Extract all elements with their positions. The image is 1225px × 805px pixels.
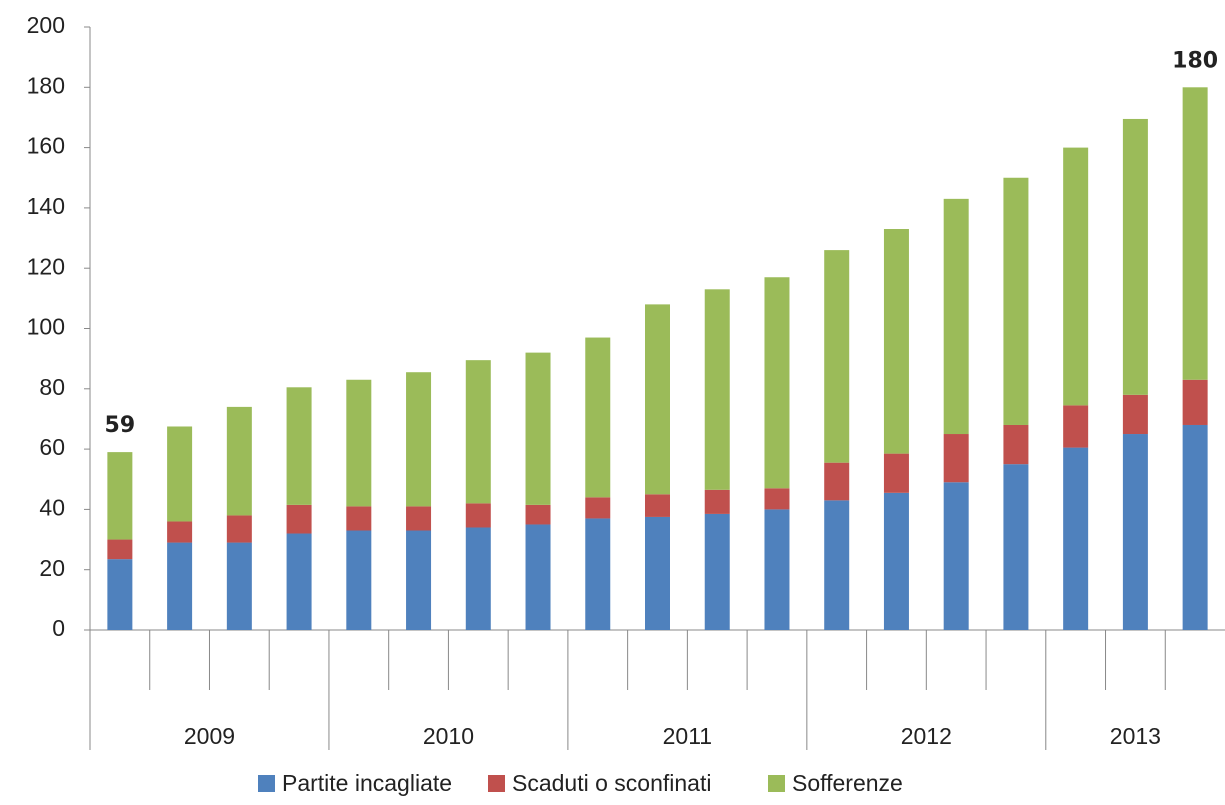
bar-segment bbox=[943, 482, 969, 630]
bar-segment bbox=[824, 462, 850, 501]
y-tick-label: 120 bbox=[27, 253, 65, 279]
bar-segment bbox=[465, 527, 491, 630]
bar-segment bbox=[704, 289, 730, 490]
bar-segment bbox=[1122, 118, 1148, 395]
bar-segment bbox=[286, 387, 312, 505]
bar-segment bbox=[167, 521, 193, 543]
bar-segment bbox=[943, 434, 969, 483]
y-tick-label: 100 bbox=[27, 314, 65, 340]
x-group-label: 2010 bbox=[423, 723, 474, 749]
bar-segment bbox=[883, 492, 909, 630]
bar-segment bbox=[1182, 87, 1208, 380]
bar-segment bbox=[465, 503, 491, 528]
bar-segment bbox=[1003, 464, 1029, 630]
legend-swatch bbox=[258, 775, 275, 792]
bar-segment bbox=[645, 494, 670, 517]
bar-segment bbox=[883, 453, 909, 493]
bar-segment bbox=[764, 509, 790, 630]
bar-segment bbox=[406, 506, 432, 531]
bar-segment bbox=[107, 539, 133, 560]
y-tick-label: 160 bbox=[27, 133, 65, 159]
y-tick-label: 20 bbox=[39, 555, 65, 581]
bar-segment bbox=[645, 516, 670, 630]
bar-segment bbox=[704, 489, 730, 514]
bar-segment bbox=[645, 304, 670, 495]
bar-segment bbox=[585, 497, 611, 519]
bar-segment bbox=[1003, 177, 1029, 425]
bar-segment bbox=[406, 530, 432, 630]
x-group-label: 2011 bbox=[663, 723, 712, 749]
bar-segment bbox=[346, 379, 372, 507]
bar-segment bbox=[585, 337, 611, 498]
y-tick-label: 40 bbox=[39, 494, 65, 520]
bar-segment bbox=[286, 504, 312, 534]
bar-segment bbox=[1063, 147, 1089, 406]
bar-segment bbox=[883, 229, 909, 454]
bar-segment bbox=[585, 518, 611, 630]
bar-segment bbox=[764, 277, 790, 489]
y-tick-label: 60 bbox=[39, 434, 65, 460]
bar-segment bbox=[1063, 447, 1089, 630]
legend-swatch bbox=[768, 775, 785, 792]
bar-segment bbox=[824, 250, 850, 463]
bar-segment bbox=[346, 506, 372, 531]
legend-label: Scaduti o sconfinati bbox=[512, 770, 711, 796]
bar-segment bbox=[226, 542, 252, 630]
bar-segment bbox=[107, 452, 133, 540]
bar-segment bbox=[1003, 424, 1029, 465]
y-tick-label: 0 bbox=[52, 615, 65, 641]
bar-segment bbox=[525, 504, 551, 525]
bar-segment bbox=[525, 352, 551, 505]
x-group-label: 2012 bbox=[901, 723, 952, 749]
y-tick-label: 80 bbox=[39, 374, 65, 400]
bar-segment bbox=[1122, 394, 1148, 435]
y-tick-label: 200 bbox=[27, 12, 65, 38]
legend-label: Partite incagliate bbox=[282, 770, 452, 796]
bar-segment bbox=[1182, 424, 1208, 630]
bar-segment bbox=[465, 360, 491, 504]
y-tick-label: 180 bbox=[27, 72, 65, 98]
legend-swatch bbox=[488, 775, 505, 792]
total-label: 59 bbox=[105, 413, 136, 438]
bar-segment bbox=[824, 500, 850, 630]
bar-segment bbox=[525, 524, 551, 630]
legend-label: Sofferenze bbox=[792, 770, 903, 796]
y-tick-label: 140 bbox=[27, 193, 65, 219]
bar-segment bbox=[764, 488, 790, 510]
bar-segment bbox=[226, 406, 252, 516]
bar-segment bbox=[167, 542, 193, 630]
x-group-label: 2013 bbox=[1110, 723, 1161, 749]
bar-segment bbox=[226, 515, 252, 543]
total-label: 180 bbox=[1172, 48, 1218, 73]
bar-segment bbox=[943, 198, 969, 435]
bar-segment bbox=[1063, 405, 1089, 448]
bar-segment bbox=[286, 533, 312, 630]
x-group-label: 2009 bbox=[184, 723, 235, 749]
bar-segment bbox=[1122, 434, 1148, 630]
bar-segment bbox=[167, 426, 193, 522]
bar-segment bbox=[346, 530, 372, 630]
bar-segment bbox=[406, 372, 432, 507]
bar-segment bbox=[704, 513, 730, 630]
bar-segment bbox=[1182, 379, 1208, 425]
bar-segment bbox=[107, 559, 133, 630]
